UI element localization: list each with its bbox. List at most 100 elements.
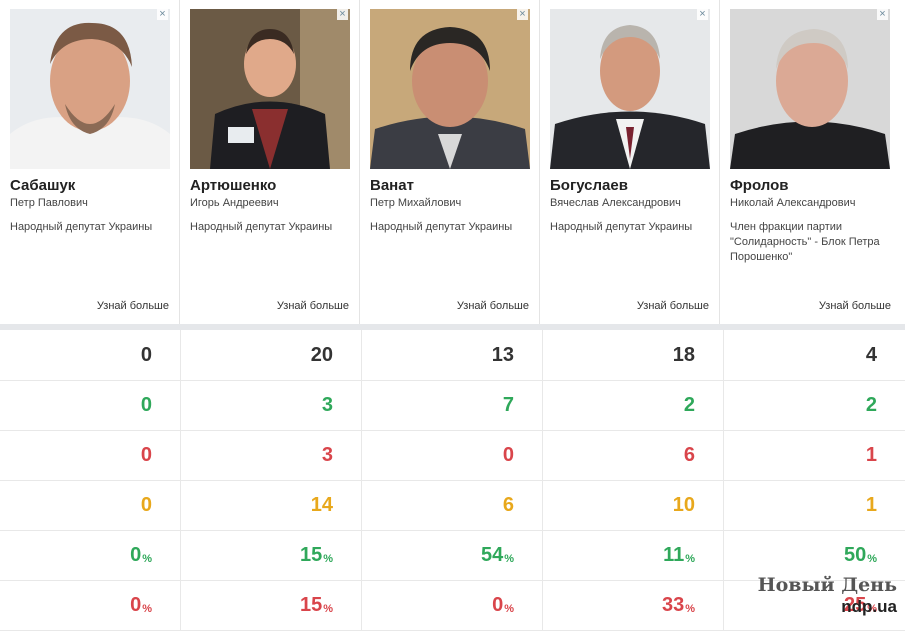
stats-value: 4 [865,343,877,366]
percent-sign: % [142,552,152,565]
learn-more-link[interactable]: Узнай больше [276,300,349,312]
stats-value: 1 [865,444,877,466]
learn-more-link[interactable]: Узнай больше [96,300,169,312]
stats-value: 6 [502,494,514,516]
percent-sign: % [867,602,877,615]
deputy-names: Вячеслав Александрович [550,197,681,209]
stats-row: 0% 15% 54% 11% 50% [0,531,905,581]
close-icon[interactable]: × [517,9,528,20]
stats-value: 18 [672,343,695,366]
stats-value: 2 [683,394,695,416]
deputy-card[interactable]: × Артюшенко Игорь Андреевич Народный деп… [180,0,360,324]
stats-cell: 6 [362,481,543,530]
stats-value: 0 [140,494,152,516]
percent-sign: % [323,602,333,615]
stats-cell: 1 [724,481,905,530]
stats-value: 33 [661,594,685,616]
stats-value: 15 [299,594,323,616]
stats-value: 3 [321,444,333,466]
deputy-photo[interactable]: × [190,9,350,169]
portrait-image [370,9,530,169]
stats-value: 54 [480,544,504,566]
stats-value: 20 [310,343,333,366]
percent-sign: % [142,602,152,615]
deputy-surname[interactable]: Артюшенко [190,177,277,194]
stats-value: 0 [502,444,514,466]
deputy-surname[interactable]: Богуслаев [550,177,628,194]
stats-cell: 7 [362,381,543,430]
percent-sign: % [685,602,695,615]
watermark: Новый День ndp.ua [758,574,897,618]
stats-cell: 0% [362,581,543,630]
close-icon[interactable]: × [337,9,348,20]
percent-sign: % [867,552,877,565]
learn-more-link[interactable]: Узнай больше [456,300,529,312]
deputy-card[interactable]: × Фролов Николай Александрович Член фрак… [720,0,901,324]
deputy-position: Народный депутат Украины [10,221,153,233]
deputy-position: Народный депутат Украины [190,221,333,233]
deputy-card[interactable]: × Сабашук Петр Павлович Народный депутат… [0,0,180,324]
stats-value: 6 [683,444,695,466]
stats-cell: 13 [362,330,543,380]
stats-row: 0 3 7 2 2 [0,381,905,431]
deputy-surname[interactable]: Фролов [730,177,789,194]
deputy-names: Петр Павлович [10,197,88,209]
close-icon[interactable]: × [157,9,168,20]
deputy-names: Петр Михайлович [370,197,462,209]
learn-more-link[interactable]: Узнай больше [636,300,709,312]
stats-value: 14 [310,494,333,516]
stats-row: 0 14 6 10 1 [0,481,905,531]
stats-cell: 54% [362,531,543,580]
learn-more-link[interactable]: Узнай больше [818,300,891,312]
deputy-cards: × Сабашук Петр Павлович Народный депутат… [0,0,901,324]
close-icon[interactable]: × [697,9,708,20]
stats-cell: 1 [724,431,905,480]
close-icon[interactable]: × [877,9,888,20]
section-divider [0,324,905,330]
stats-cell: 33% [543,581,724,630]
portrait-image [730,9,890,169]
stats-cell: 0 [0,481,181,530]
deputy-position: Народный депутат Украины [550,221,693,233]
deputy-surname[interactable]: Ванат [370,177,414,194]
stats-cell: 14 [181,481,362,530]
stats-value: 2 [865,394,877,416]
stats-cell: 3 [181,381,362,430]
stats-cell: 11% [543,531,724,580]
stats-cell: 0% [0,581,181,630]
stats-cell: 25% [724,581,905,630]
watermark-name: Новый День [757,574,897,596]
stats-value: 3 [321,394,333,416]
percent-sign: % [685,552,695,565]
deputy-names: Николай Александрович [730,197,856,209]
deputy-position: Член фракции партии "Солидарность" - Бло… [730,221,880,263]
stats-cell: 50% [724,531,905,580]
deputy-card[interactable]: × Богуслаев Вячеслав Александрович Народ… [540,0,720,324]
percent-sign: % [323,552,333,565]
stats-value: 0 [130,544,142,566]
stats-cell: 0 [0,431,181,480]
deputy-position: Народный депутат Украины [370,221,513,233]
stats-cell: 4 [724,330,905,380]
stats-value: 13 [491,343,514,366]
stats-value: 0 [492,594,504,616]
stats-value: 0 [140,394,152,416]
deputy-photo[interactable]: × [370,9,530,169]
deputy-photo[interactable]: × [730,9,890,169]
stats-cell: 15% [181,531,362,580]
stats-cell: 3 [181,431,362,480]
deputy-photo[interactable]: × [10,9,170,169]
stats-value: 0 [140,444,152,466]
stats-value: 1 [865,494,877,516]
deputy-surname[interactable]: Сабашук [10,177,76,194]
deputy-card[interactable]: × Ванат Петр Михайлович Народный депутат… [360,0,540,324]
stats-value: 15 [299,544,323,566]
stats-value: 11 [663,544,685,566]
stats-value: 0 [140,343,152,366]
deputy-photo[interactable]: × [550,9,710,169]
stats-cell: 0 [0,330,181,380]
stats-cell: 2 [543,381,724,430]
stats-cell: 0 [0,381,181,430]
stats-cell: 10 [543,481,724,530]
stats-value: 10 [672,494,695,516]
